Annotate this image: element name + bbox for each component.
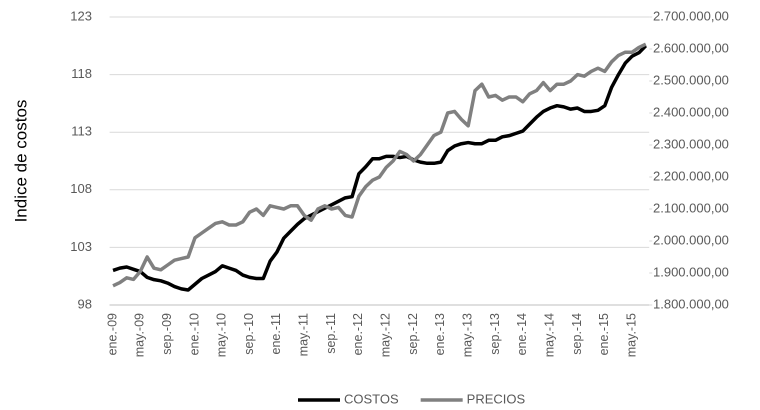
x-tick-label: sep.-14 — [570, 313, 584, 355]
x-tick-label: ene.-14 — [515, 313, 529, 355]
y-tick-label: 103 — [70, 239, 92, 254]
y2-tick-label: 2.600.000,00 — [653, 40, 729, 55]
x-tick-label: sep.-10 — [242, 313, 256, 355]
x-tick-label: ene.-11 — [269, 313, 283, 355]
series-line — [112, 44, 648, 292]
x-tick-label: may.-12 — [379, 313, 393, 357]
y2-tick-label: 2.100.000,00 — [653, 200, 729, 215]
x-tick-label: sep.-12 — [406, 313, 420, 355]
y-axis-title: Indice de costos — [11, 100, 30, 223]
y2-tick-label: 2.000.000,00 — [653, 232, 729, 247]
x-tick-label: ene.-13 — [433, 313, 447, 355]
y2-tick-label: 2.400.000,00 — [653, 104, 729, 119]
series-line — [112, 42, 647, 288]
x-tick-label: sep.-13 — [488, 313, 502, 355]
y2-tick-label: 2.300.000,00 — [653, 136, 729, 151]
y-tick-label: 118 — [71, 66, 92, 81]
x-tick-label: may.-13 — [460, 313, 474, 357]
legend-label: COSTOS — [344, 391, 399, 406]
x-tick-label: sep.-09 — [160, 313, 174, 355]
x-tick-label: may.-15 — [624, 313, 638, 357]
y-tick-label: 113 — [71, 124, 92, 139]
x-tick-label: ene.-10 — [187, 313, 201, 355]
x-tick-label: ene.-09 — [105, 313, 119, 355]
y2-tick-label: 1.900.000,00 — [653, 264, 729, 279]
x-tick-label: may.-14 — [542, 313, 556, 357]
x-tick-label: may.-09 — [133, 313, 147, 357]
x-tick-label: ene.-15 — [597, 313, 611, 355]
legend-label: PRECIOS — [467, 391, 526, 406]
y2-tick-label: 2.500.000,00 — [653, 72, 729, 87]
x-tick-label: sep.-11 — [324, 313, 338, 354]
y2-tick-label: 2.200.000,00 — [653, 168, 729, 183]
y2-tick-label: 2.700.000,00 — [653, 8, 729, 23]
x-tick-label: may.-11 — [297, 313, 311, 356]
y-tick-label: 123 — [70, 8, 92, 23]
x-tick-label: may.-10 — [215, 313, 229, 357]
y2-tick-label: 1.800.000,00 — [653, 296, 729, 311]
y-tick-label: 98 — [78, 296, 92, 311]
x-tick-label: ene.-12 — [351, 313, 365, 355]
y-tick-label: 108 — [70, 181, 92, 196]
